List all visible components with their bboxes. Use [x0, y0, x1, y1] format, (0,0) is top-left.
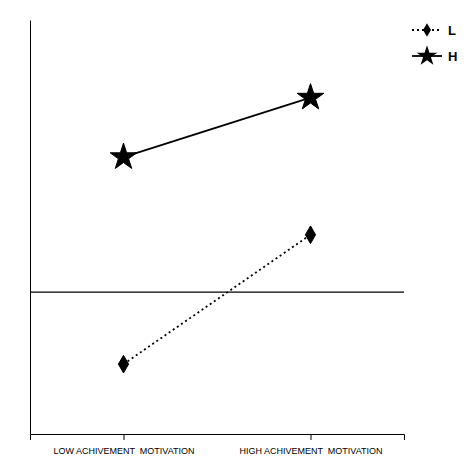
series-line [124, 235, 311, 364]
series-line [124, 98, 311, 158]
x-tick-label: HIGH ACHIVEMENT MOTIVATION [239, 446, 382, 456]
plot: LOW ACHIVEMENT MOTIVATION HIGH ACHIVEMENT… [30, 21, 405, 456]
x-tick-line [124, 434, 125, 440]
x-tick-line [311, 434, 312, 440]
x-axis: LOW ACHIVEMENT MOTIVATION HIGH ACHIVEMENT… [31, 434, 405, 456]
x-tick-label: LOW ACHIVEMENT MOTIVATION [53, 446, 194, 456]
legend-item: L [412, 23, 456, 38]
chart: LOW ACHIVEMENT MOTIVATION HIGH ACHIVEMENT… [0, 0, 474, 474]
series-marker [297, 84, 324, 109]
legend-item: H [412, 45, 457, 65]
y-axis-line [30, 21, 31, 435]
y-axis [30, 21, 404, 435]
x-tick: HIGH ACHIVEMENT MOTIVATION [239, 434, 382, 456]
legend-label: H [448, 49, 457, 64]
marks [110, 84, 324, 373]
legend: LH [412, 23, 457, 65]
legend-label: L [448, 23, 456, 38]
legend-marker [417, 45, 438, 65]
y-tick-line [30, 292, 404, 293]
series-marker [118, 355, 128, 373]
series-marker [305, 226, 315, 244]
x-tick: LOW ACHIVEMENT MOTIVATION [53, 434, 194, 456]
series-marker [110, 143, 137, 168]
y-tick [30, 292, 404, 293]
legend-marker [423, 23, 431, 37]
x-axis-line [31, 435, 405, 441]
